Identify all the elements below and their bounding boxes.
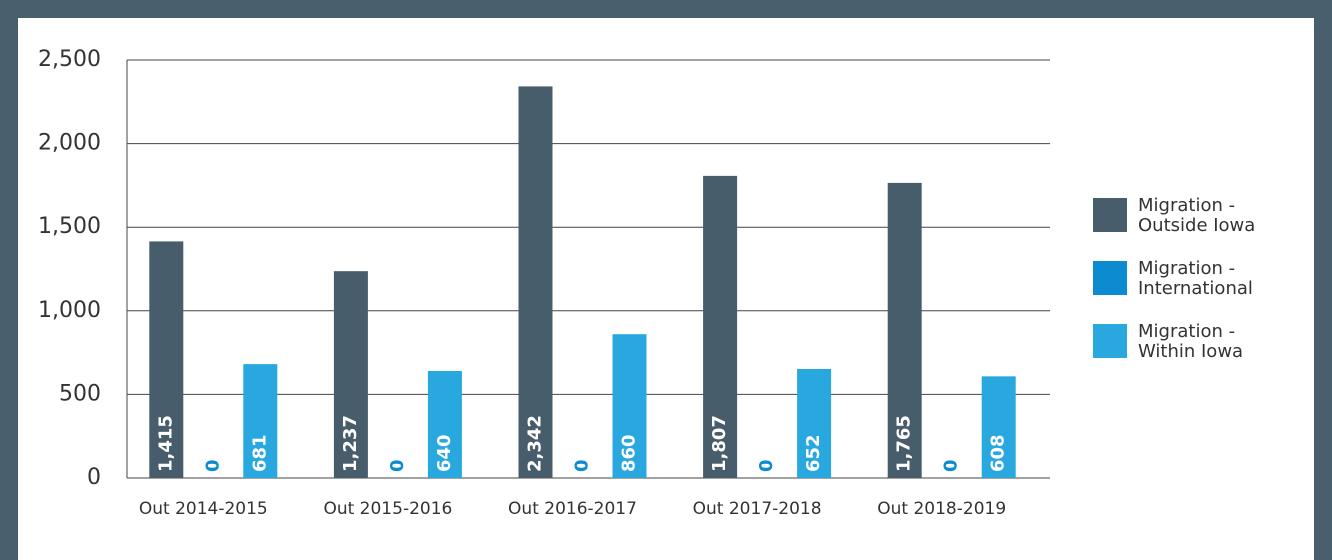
y-tick-label: 2,500	[38, 47, 101, 72]
value-label: 1,807	[709, 415, 730, 472]
y-tick-label: 500	[59, 381, 101, 406]
value-label: 1,237	[340, 415, 361, 472]
legend-swatch	[1093, 261, 1127, 295]
value-label: 0	[756, 459, 777, 472]
legend-swatch	[1093, 324, 1127, 358]
x-tick-label: Out 2015-2016	[323, 499, 452, 519]
value-label: 640	[434, 434, 455, 472]
bar	[797, 368, 832, 478]
value-label: 0	[941, 459, 962, 472]
legend-label: Migration - International	[1138, 258, 1253, 299]
x-tick-label: Out 2016-2017	[508, 499, 637, 519]
value-label: 652	[803, 434, 824, 472]
x-tick-label: Out 2017-2018	[693, 499, 822, 519]
y-tick-label: 0	[87, 465, 101, 490]
bar	[333, 271, 368, 478]
bar	[427, 370, 462, 478]
bar	[149, 241, 184, 478]
y-tick-label: 1,500	[38, 214, 101, 239]
legend-swatch	[1093, 198, 1127, 232]
value-label: 0	[202, 459, 223, 472]
x-tick-label: Out 2018-2019	[877, 499, 1006, 519]
value-label: 1,415	[155, 415, 176, 472]
value-label: 0	[572, 459, 593, 472]
bar	[612, 334, 647, 478]
value-label: 860	[619, 434, 640, 472]
x-tick-label: Out 2014-2015	[139, 499, 268, 519]
bar	[703, 175, 738, 478]
value-label: 608	[988, 434, 1009, 472]
bar	[981, 376, 1016, 478]
value-label: 2,342	[525, 415, 546, 472]
value-label: 0	[387, 459, 408, 472]
y-tick-label: 2,000	[38, 131, 101, 156]
bar	[887, 182, 922, 478]
legend-label: Migration - Within Iowa	[1138, 321, 1244, 362]
legend-label: Migration - Outside Iowa	[1138, 195, 1256, 236]
bar	[243, 364, 278, 478]
bar	[518, 86, 553, 478]
value-label: 681	[249, 434, 270, 472]
value-label: 1,765	[894, 415, 915, 472]
y-tick-label: 1,000	[38, 298, 101, 323]
